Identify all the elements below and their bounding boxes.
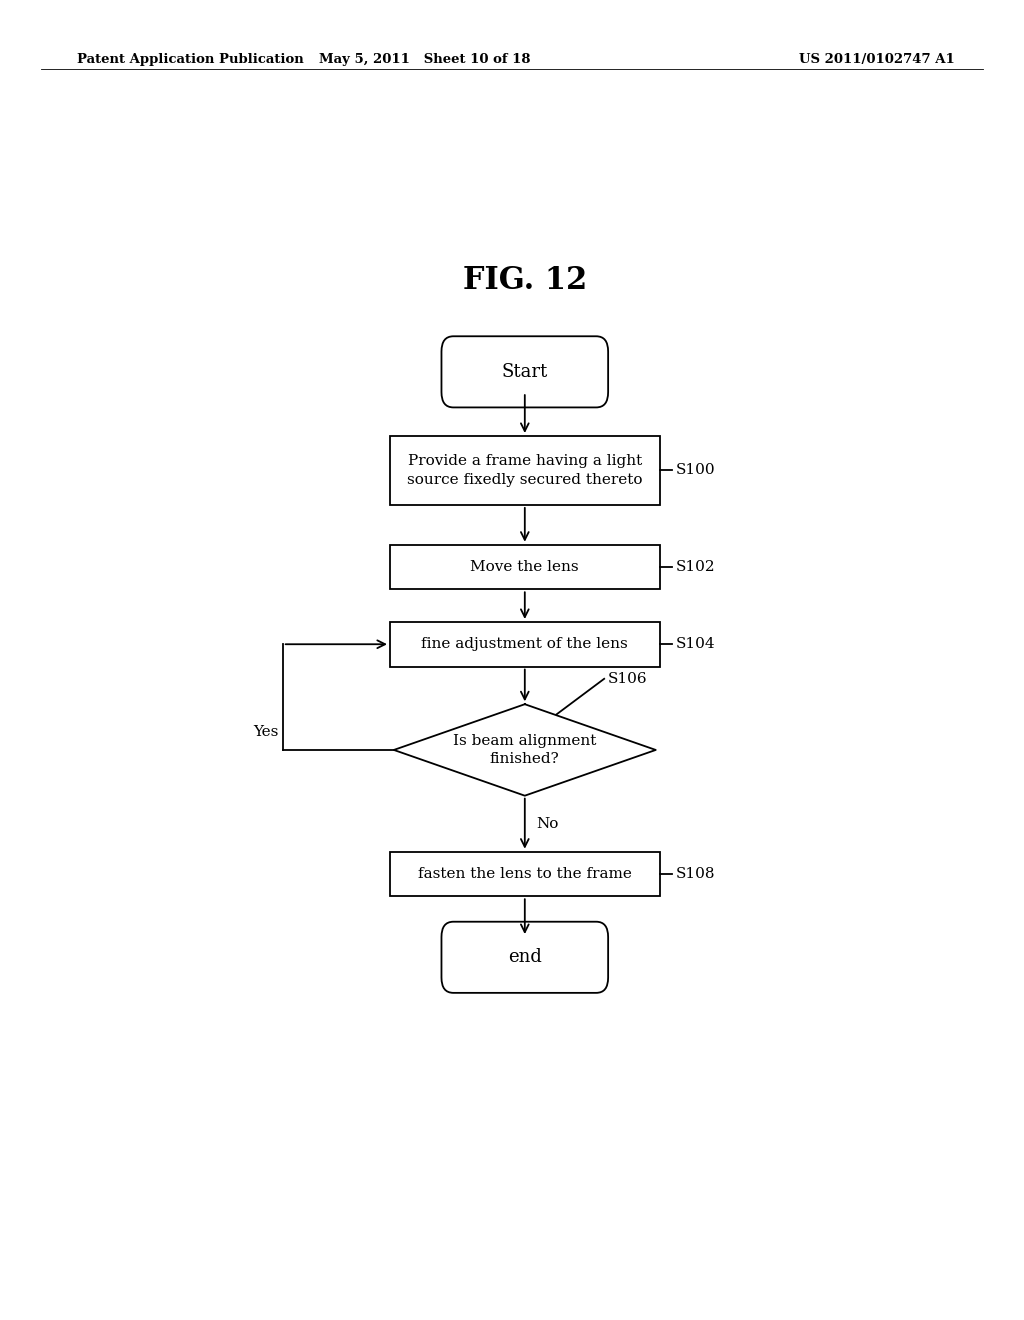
Text: Patent Application Publication: Patent Application Publication <box>77 53 303 66</box>
Bar <box>390 436 659 506</box>
Text: Is beam alignment
finished?: Is beam alignment finished? <box>453 734 597 766</box>
Text: S104: S104 <box>676 638 715 651</box>
FancyBboxPatch shape <box>441 337 608 408</box>
Text: US 2011/0102747 A1: US 2011/0102747 A1 <box>799 53 954 66</box>
Text: Move the lens: Move the lens <box>470 560 580 574</box>
Text: Start: Start <box>502 363 548 381</box>
Text: FIG. 12: FIG. 12 <box>463 265 587 296</box>
Text: fine adjustment of the lens: fine adjustment of the lens <box>422 638 628 651</box>
Text: Provide a frame having a light
source fixedly secured thereto: Provide a frame having a light source fi… <box>408 454 642 487</box>
Text: S108: S108 <box>676 867 715 880</box>
Bar <box>390 545 659 589</box>
Text: S100: S100 <box>676 463 715 478</box>
Text: S102: S102 <box>676 560 715 574</box>
Polygon shape <box>394 704 655 796</box>
Text: Yes: Yes <box>253 725 279 739</box>
Text: No: No <box>537 817 559 830</box>
Text: fasten the lens to the frame: fasten the lens to the frame <box>418 867 632 880</box>
Bar <box>390 851 659 896</box>
FancyBboxPatch shape <box>441 921 608 993</box>
Bar <box>390 622 659 667</box>
Text: end: end <box>508 948 542 966</box>
Text: May 5, 2011   Sheet 10 of 18: May 5, 2011 Sheet 10 of 18 <box>319 53 530 66</box>
Text: S106: S106 <box>608 672 648 686</box>
